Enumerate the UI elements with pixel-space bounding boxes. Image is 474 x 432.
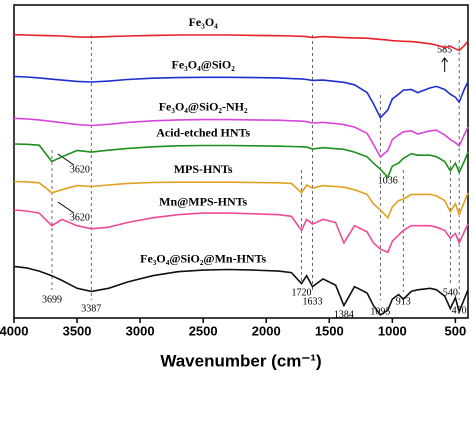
series-label: Acid-etched HNTs xyxy=(156,126,250,140)
spectrum-line xyxy=(13,33,469,52)
spectrum-line xyxy=(13,209,469,254)
peak-label: 1036 xyxy=(378,175,398,186)
spectrum-line xyxy=(13,265,469,316)
spectrum-line xyxy=(13,180,469,220)
peak-label: 3620 xyxy=(70,164,90,175)
x-tick-label: 1000 xyxy=(378,323,407,338)
x-tick-label: 500 xyxy=(445,323,467,338)
x-tick-label: 2500 xyxy=(189,323,218,338)
series-label: Fe₃O₄ xyxy=(189,15,219,29)
x-axis-label: Wavenumber (cm⁻¹) xyxy=(160,351,321,370)
peak-label: 3620 xyxy=(70,212,90,223)
plot-frame xyxy=(13,4,469,319)
x-tick-label: 4000 xyxy=(0,323,28,338)
x-tick-label: 2000 xyxy=(252,323,281,338)
arrow xyxy=(57,153,75,166)
peak-label: 585 xyxy=(437,44,452,55)
peak-label: 1720 xyxy=(292,287,312,298)
arrow xyxy=(57,201,75,214)
peak-label: 3699 xyxy=(42,294,62,305)
peak-label: 540 xyxy=(443,287,458,298)
peak-label: 1384 xyxy=(334,309,354,320)
x-tick-label: 1500 xyxy=(315,323,344,338)
peak-label: 3387 xyxy=(81,303,101,314)
series-label: Mn@MPS-HNTs xyxy=(159,194,247,208)
series-label: Fe₃O₄@SiO₂ xyxy=(172,57,236,71)
spectrum-line xyxy=(13,143,469,179)
peak-label: 1095 xyxy=(370,306,390,317)
x-tick-label: 3000 xyxy=(126,323,155,338)
spectrum-line xyxy=(13,75,469,120)
series-label: MPS-HNTs xyxy=(174,162,233,176)
arrow xyxy=(441,57,449,72)
peak-label: 913 xyxy=(396,296,411,307)
spectrum-line xyxy=(13,117,469,159)
x-tick-label: 3500 xyxy=(63,323,92,338)
peak-label: 1633 xyxy=(303,296,323,307)
series-label: Fe₃O₄@SiO₂@Mn-HNTs xyxy=(140,251,266,265)
series-label: Fe₃O₄@SiO₂-NH₂ xyxy=(159,100,248,114)
